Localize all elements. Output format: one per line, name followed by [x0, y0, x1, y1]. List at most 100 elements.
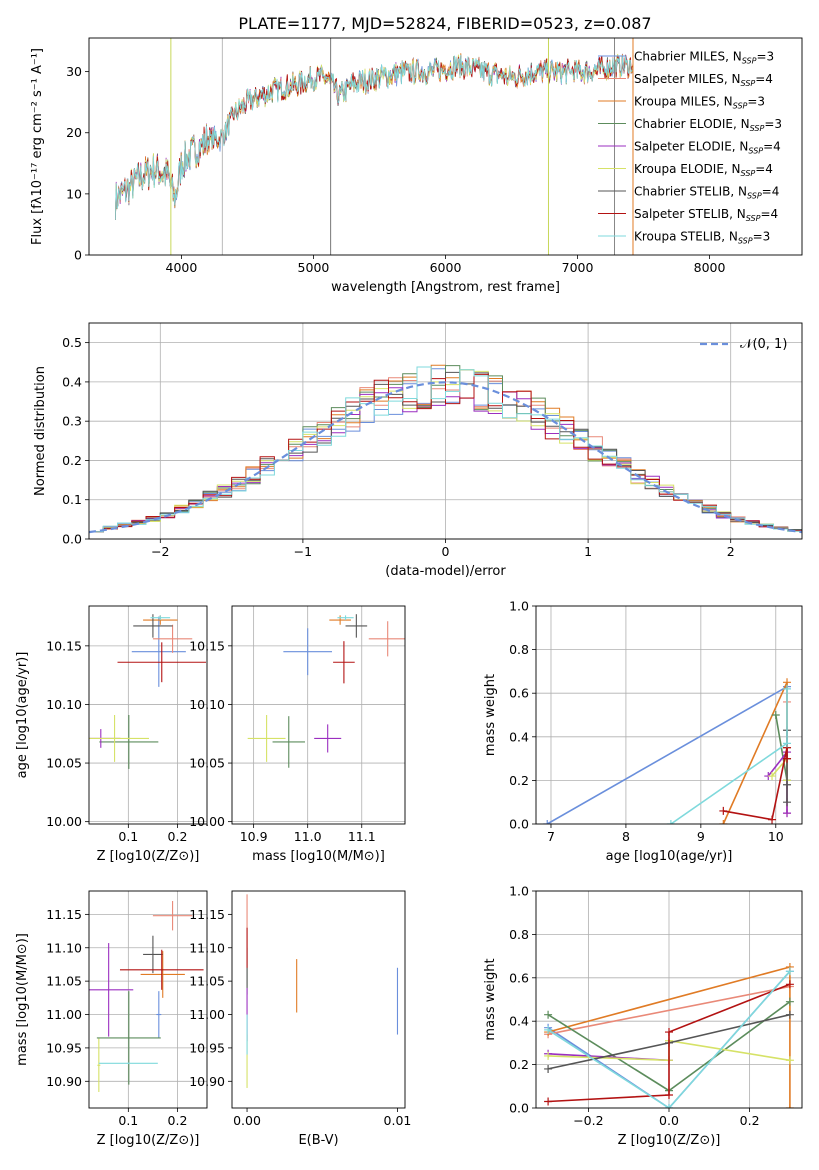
plot-area [115, 38, 634, 255]
spectrum-line-8 [115, 55, 633, 220]
weight-marker [783, 780, 792, 789]
y-tick-label: 1.0 [509, 599, 529, 614]
x-axis-label: Z [log10(Z/Z⊙)] [97, 1133, 200, 1148]
x-tick-label: 0 [442, 544, 450, 559]
x-tick-label: −1 [294, 544, 312, 559]
axes-frame [231, 605, 406, 825]
weight-line-3 [722, 681, 788, 824]
weight-marker [544, 1025, 553, 1034]
age-vs-mass-panel: 10.9 11.0 11.1 10.00 10.05 10.10 10.15 mass [lo… [189, 605, 406, 864]
x-tick-label: 5000 [298, 260, 330, 275]
axes-frame [231, 890, 406, 1109]
legend-label: Chabrier ELODIE, NSSP=3 [634, 117, 782, 133]
weight-marker [665, 1104, 673, 1108]
weight-marker [785, 967, 794, 976]
x-tick-label: 2 [727, 544, 735, 559]
x-tick-label: 8000 [694, 260, 726, 275]
weight-line-8 [548, 983, 791, 1103]
weight-marker [783, 798, 792, 807]
y-tick-label: 0.0 [509, 1101, 529, 1116]
y-tick-label: 11.10 [189, 940, 225, 955]
x-tick-label: 0.1 [118, 1113, 138, 1128]
x-tick-label: 0.01 [384, 1113, 412, 1128]
weight-line-1 [546, 685, 788, 824]
y-tick-label: 11.00 [46, 1007, 82, 1022]
plot-area [89, 614, 207, 769]
y-tick-label: 0.3 [62, 414, 82, 429]
y-tick-label: 0.6 [509, 970, 529, 985]
plot-area [543, 678, 792, 824]
mass-vs-extinction-panel: 0.00 0.01 10.90 10.95 11.00 11.05 11.10 11.15 E(… [189, 890, 412, 1148]
y-tick-label: 0.2 [62, 453, 82, 468]
y-tick-label: 0 [74, 248, 82, 263]
y-tick-label: 0.4 [62, 374, 82, 389]
plot-area [247, 614, 405, 768]
plot-area [89, 364, 802, 534]
spectrum-line-9 [115, 54, 633, 220]
legend-label: Chabrier MILES, NSSP=3 [634, 50, 774, 66]
y-tick-label: 10.95 [189, 1040, 225, 1055]
weight-marker [785, 1056, 794, 1065]
y-tick-label: 10.90 [189, 1074, 225, 1089]
mass-weight-vs-metallicity-panel: −0.2 0.0 0.2 0.0 0.2 0.4 0.6 0.8 1.0 Z [log10(Z/Z… [483, 884, 803, 1148]
x-tick-label: 0.2 [740, 1113, 760, 1128]
mass-weight-vs-age-panel: 7 8 9 10 0.0 0.2 0.4 0.6 0.8 1.0 age [log10(age/yr… [483, 599, 803, 864]
y-tick-label: 10.15 [189, 638, 225, 653]
weight-line-2 [547, 985, 791, 1035]
y-tick-label: 10.15 [46, 638, 82, 653]
y-tick-label: 10.10 [189, 697, 225, 712]
x-tick-label: 9 [697, 829, 705, 844]
y-tick-label: 0.1 [62, 492, 82, 507]
y-tick-label: 0.0 [509, 817, 529, 832]
legend-label: Salpeter STELIB, NSSP=4 [634, 207, 778, 223]
y-tick-label: 11.15 [189, 907, 225, 922]
weight-line-9 [670, 688, 788, 824]
age-vs-metallicity-panel: 0.1 0.2 10.00 10.05 10.10 10.15 Z [log10(Z/Z⊙)… [15, 605, 208, 864]
legend-label: Chabrier STELIB, NSSP=4 [634, 185, 779, 201]
x-tick-label: 0.2 [168, 829, 188, 844]
normal-curve [89, 381, 802, 534]
legend-label: 𝒩(0, 1) [740, 337, 787, 352]
y-tick-label: 0.4 [509, 729, 529, 744]
weight-marker [783, 739, 792, 748]
legend-label: Salpeter MILES, NSSP=4 [634, 72, 773, 88]
y-tick-label: 10.00 [46, 814, 82, 829]
x-axis-label: Z [log10(Z/Z⊙)] [618, 1133, 721, 1148]
x-tick-label: 8 [622, 829, 630, 844]
y-tick-label: 0.8 [509, 927, 529, 942]
weight-marker [768, 815, 777, 824]
weight-marker [783, 754, 792, 763]
y-tick-label: 10.05 [189, 756, 225, 771]
y-tick-label: 11.05 [189, 974, 225, 989]
legend-label: Kroupa STELIB, NSSP=3 [634, 230, 770, 246]
y-axis-label: mass weight [483, 958, 498, 1040]
y-tick-label: 0.4 [509, 1014, 529, 1029]
x-tick-label: 10.9 [240, 829, 268, 844]
y-axis-label: mass [log10(M/M⊙)] [15, 933, 30, 1066]
x-tick-label: 11.0 [294, 829, 322, 844]
y-tick-label: 30 [66, 64, 82, 79]
x-tick-label: 11.1 [348, 829, 376, 844]
x-tick-label: −2 [151, 544, 169, 559]
weight-marker [544, 1064, 553, 1073]
x-axis-label: (data-model)/error [385, 564, 506, 579]
y-tick-label: 0.2 [509, 1057, 529, 1072]
x-tick-label: 1 [584, 544, 592, 559]
x-tick-label: 0.1 [118, 829, 138, 844]
y-tick-label: 10.00 [189, 814, 225, 829]
x-tick-label: 0.2 [168, 1113, 188, 1128]
x-tick-label: 7000 [562, 260, 594, 275]
y-tick-label: 10.90 [46, 1074, 82, 1089]
y-tick-label: 11.05 [46, 974, 82, 989]
figure-title: PLATE=1177, MJD=52824, FIBERID=0523, z=0… [238, 14, 651, 33]
y-tick-label: 11.15 [46, 907, 82, 922]
weight-marker [768, 772, 777, 781]
y-tick-label: 0.6 [509, 686, 529, 701]
x-axis-label: mass [log10(M/M⊙)] [252, 849, 385, 864]
plot-area [246, 894, 399, 1088]
x-tick-label: 0.0 [659, 1113, 679, 1128]
x-tick-label: −0.2 [573, 1113, 603, 1128]
y-axis-label: Flux [fλ10⁻¹⁷ erg cm⁻² s⁻¹ A⁻¹] [30, 48, 45, 245]
weight-marker [785, 980, 794, 989]
y-axis-label: age [log10(age/yr)] [15, 652, 30, 779]
